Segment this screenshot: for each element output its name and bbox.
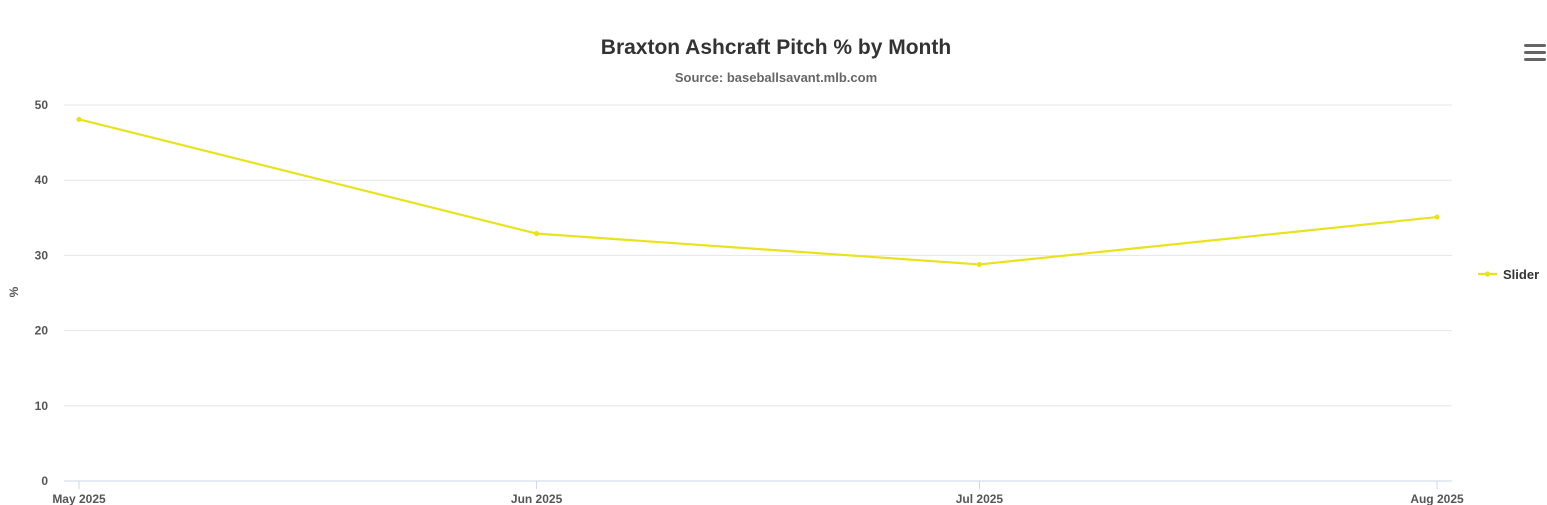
y-tick-label: 20 <box>35 324 49 338</box>
chart-title: Braxton Ashcraft Pitch % by Month <box>601 36 951 59</box>
legend-item-label[interactable]: Slider <box>1503 267 1539 282</box>
x-axis-ticks: May 2025 Jun 2025 Jul 2025 Aug 2025 <box>52 481 1464 505</box>
data-point[interactable] <box>76 116 82 122</box>
series-line-slider <box>78 118 1438 266</box>
y-tick-label: 50 <box>35 98 49 112</box>
x-tick-label: Jun 2025 <box>511 492 563 505</box>
y-tick-label: 40 <box>35 173 49 187</box>
chart-subtitle: Source: baseballsavant.mlb.com <box>675 70 877 85</box>
y-tick-label: 30 <box>35 248 49 262</box>
series-lines <box>76 116 1440 268</box>
data-point[interactable] <box>1434 214 1440 220</box>
x-tick-label: Aug 2025 <box>1410 492 1464 505</box>
y-axis-label: % <box>7 286 21 297</box>
data-point[interactable] <box>533 230 540 237</box>
legend-symbol-marker <box>1484 271 1491 277</box>
hamburger-menu-icon[interactable] <box>1520 38 1547 66</box>
x-tick-label: May 2025 <box>52 492 106 505</box>
y-axis-ticks: 0 10 20 30 40 50 <box>35 98 49 488</box>
x-tick-label: Jul 2025 <box>956 492 1004 505</box>
y-tick-label: 10 <box>35 399 49 413</box>
grid-lines <box>64 104 1452 407</box>
data-point[interactable] <box>976 261 983 268</box>
legend[interactable]: Slider <box>1478 267 1539 282</box>
y-tick-label: 0 <box>41 474 48 488</box>
